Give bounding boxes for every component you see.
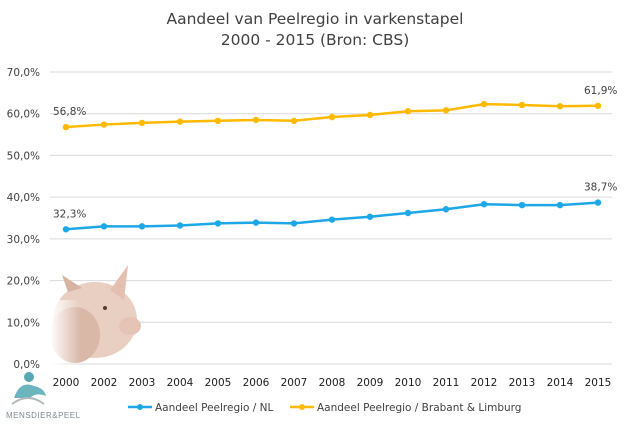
x-tick-label: 2015 (585, 377, 612, 389)
chart-title: Aandeel van Peelregio in varkenstapel (166, 10, 464, 28)
data-point (404, 209, 412, 217)
data-label-first: 56,8% (53, 106, 86, 118)
x-tick-label: 2004 (167, 377, 194, 389)
data-point (290, 117, 298, 125)
logo-text: MENSDIER&PEEL (6, 411, 81, 420)
x-tick-label: 2007 (281, 377, 308, 389)
data-point (480, 201, 488, 208)
x-tick-label: 2009 (357, 377, 384, 389)
y-tick-label: 20,0% (7, 276, 40, 288)
x-tick-label: 2010 (395, 377, 422, 389)
data-label-first: 32,3% (53, 208, 86, 220)
legend-marker-dot (137, 404, 143, 410)
y-tick-label: 70,0% (7, 67, 40, 79)
y-tick-label: 30,0% (7, 234, 40, 246)
x-tick-label: 2012 (471, 377, 498, 389)
data-point (480, 100, 488, 108)
data-point (442, 107, 450, 114)
x-tick-label: 2005 (205, 377, 232, 389)
data-point (138, 119, 146, 127)
data-point (556, 201, 564, 209)
data-point (176, 222, 184, 229)
data-point (252, 116, 260, 124)
legend-marker-dot (299, 404, 305, 410)
data-label-last: 38,7% (584, 182, 617, 194)
data-point (518, 201, 526, 209)
data-point (328, 113, 336, 121)
data-point (518, 101, 526, 109)
data-point (404, 108, 412, 115)
data-point (214, 220, 222, 227)
data-point (138, 223, 146, 230)
pig-image (50, 265, 141, 370)
y-tick-label: 40,0% (7, 192, 40, 204)
data-point (442, 206, 450, 213)
y-tick-label: 10,0% (7, 317, 40, 329)
data-point (328, 216, 336, 223)
x-tick-label: 2002 (91, 377, 118, 389)
data-point (100, 223, 108, 230)
y-tick-label: 50,0% (7, 150, 40, 162)
data-point (62, 226, 70, 233)
chart-subtitle: 2000 - 2015 (Bron: CBS) (220, 31, 410, 49)
data-point (366, 213, 374, 220)
data-point (290, 220, 298, 227)
data-label-last: 61,9% (584, 85, 617, 97)
data-point (214, 117, 222, 125)
logo-icon (11, 372, 46, 405)
data-point (62, 123, 70, 131)
x-tick-label: 2008 (319, 377, 346, 389)
x-tick-label: 2014 (547, 377, 574, 389)
x-tick-label: 2000 (53, 377, 80, 389)
data-point (594, 102, 602, 109)
x-tick-label: 2013 (509, 377, 536, 389)
legend-label: Aandeel Peelregio / Brabant & Limburg (317, 402, 521, 414)
data-point (594, 199, 602, 206)
x-tick-label: 2003 (129, 377, 156, 389)
x-tick-label: 2011 (433, 377, 460, 389)
data-point (366, 111, 374, 119)
series-line (65, 201, 599, 231)
data-point (556, 103, 564, 110)
legend-label: Aandeel Peelregio / NL (155, 402, 274, 414)
data-point (176, 118, 184, 125)
data-point (100, 121, 108, 128)
data-point (252, 219, 260, 226)
x-tick-label: 2006 (243, 377, 270, 389)
y-tick-label: 60,0% (7, 109, 40, 121)
y-tick-label: 0,0% (13, 359, 40, 371)
